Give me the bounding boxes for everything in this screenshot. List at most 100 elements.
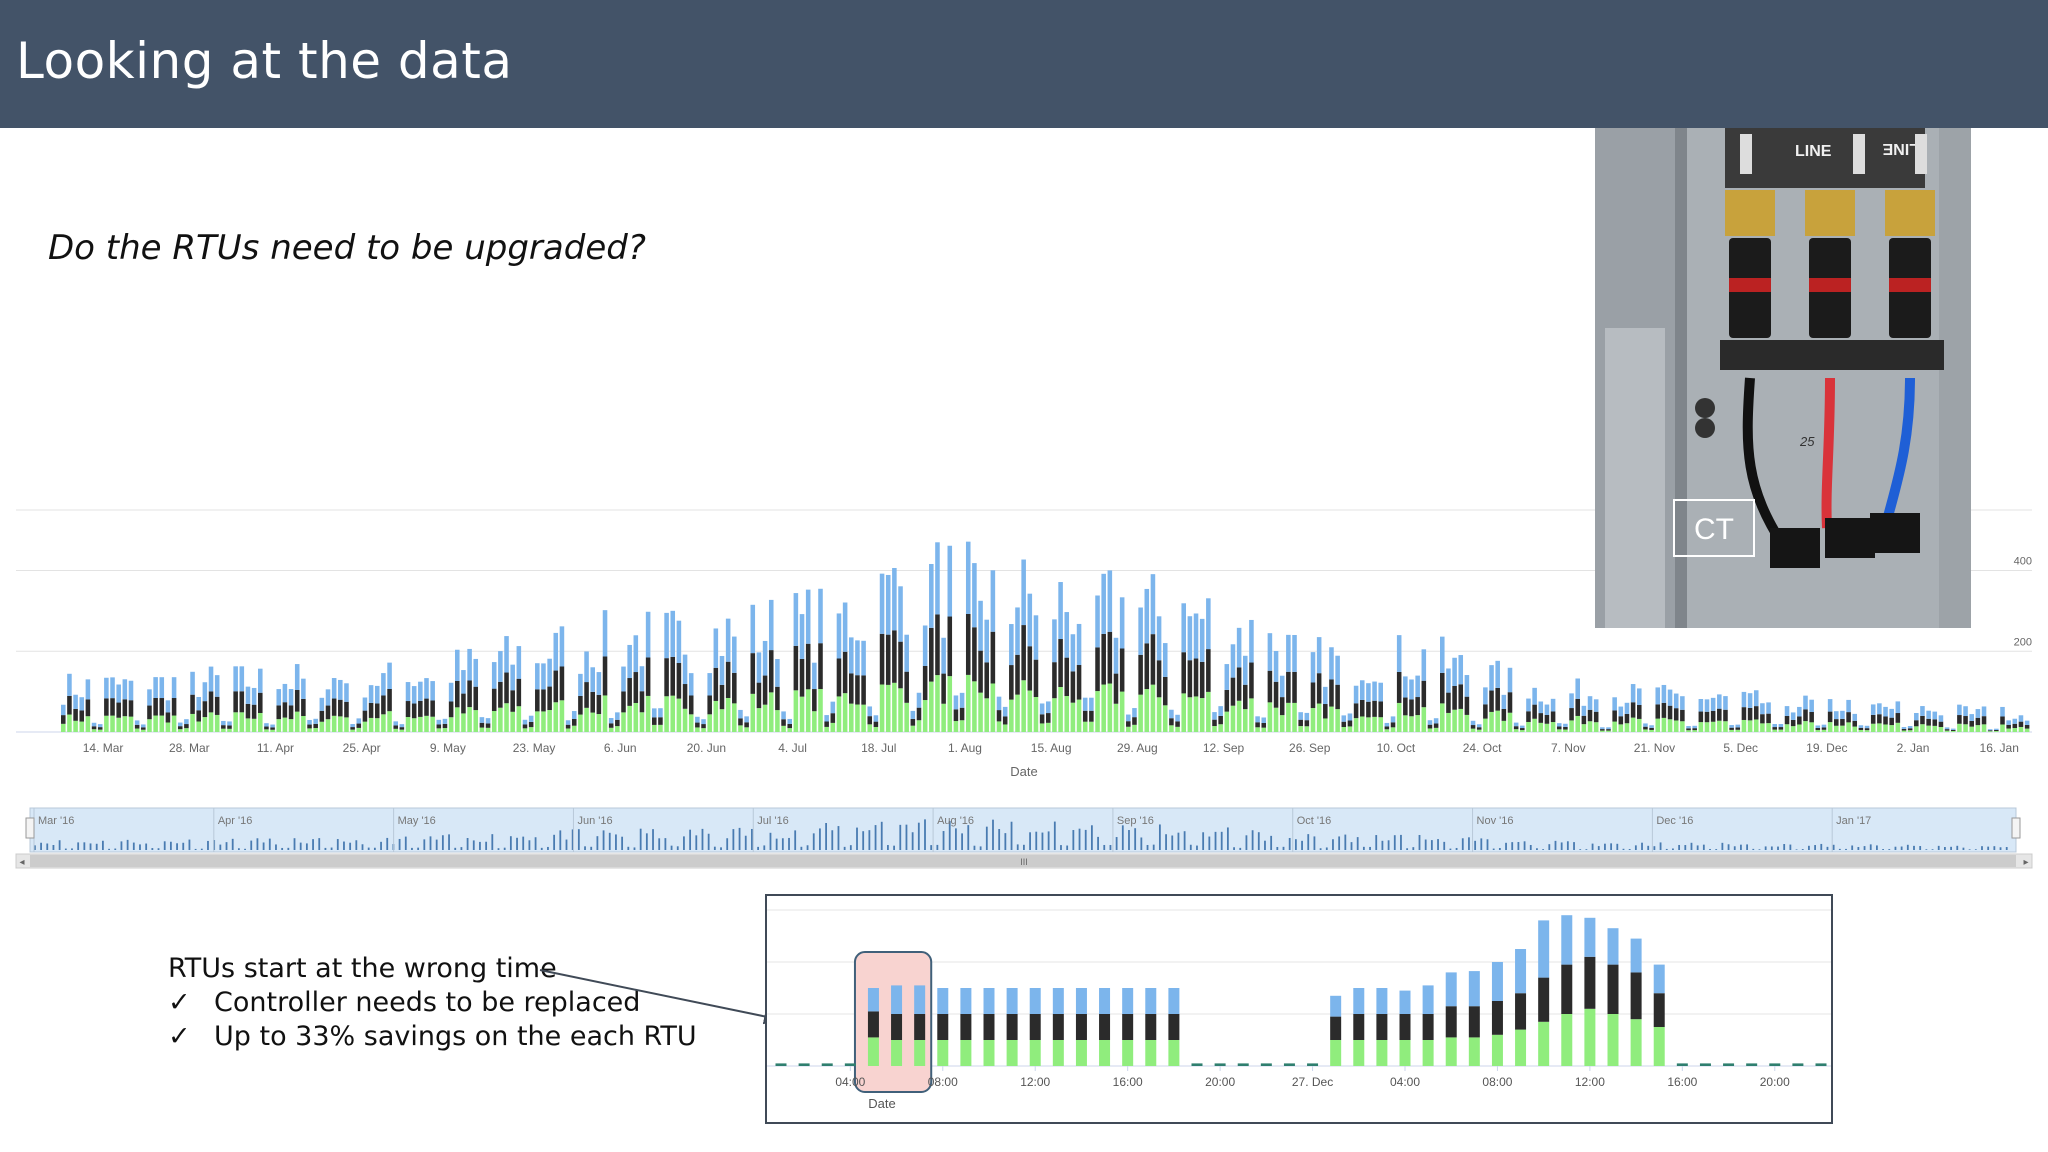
daily-bar xyxy=(1987,729,1993,732)
daily-bar xyxy=(1206,598,1211,732)
daily-bar xyxy=(1747,693,1753,732)
bar-segment-top xyxy=(1298,712,1303,720)
navigator-bar xyxy=(1109,845,1112,850)
bar-segment-top xyxy=(2018,715,2024,722)
navigator-bar xyxy=(1406,848,1409,850)
bar-segment-mid xyxy=(1618,716,1624,725)
bar-segment-base xyxy=(1797,724,1802,732)
bar-segment-top xyxy=(1803,695,1808,710)
bar-segment-mid xyxy=(110,698,115,716)
bar-segment-top xyxy=(1692,725,1697,729)
bar-segment-mid xyxy=(1224,689,1230,712)
bar-segment-mid xyxy=(879,633,885,685)
bar-segment-base xyxy=(1440,703,1445,732)
scrollbar-grip[interactable]: III xyxy=(1020,857,1028,867)
bar-segment-top xyxy=(1039,703,1045,715)
scroll-left-arrow[interactable]: ◂ xyxy=(19,857,24,868)
bar-segment-top xyxy=(1372,681,1377,701)
bar-segment-base xyxy=(787,728,792,732)
bar-segment-top xyxy=(1766,702,1771,714)
bar-segment-top xyxy=(1877,703,1882,715)
bar-segment-top xyxy=(1376,988,1388,1014)
bar-segment-base xyxy=(1575,715,1580,732)
bar-segment-base xyxy=(670,695,676,732)
bar-segment-top xyxy=(1661,684,1667,703)
bar-segment-base xyxy=(1741,719,1747,732)
navigator-bar xyxy=(1251,830,1254,850)
daily-bar xyxy=(1994,728,1999,732)
rtu-panel-photo: LINE LINE 25 CT xyxy=(1595,128,1971,628)
idle-bar xyxy=(1307,1063,1319,1066)
bar-segment-top xyxy=(1840,710,1845,719)
bar-segment-base xyxy=(2018,726,2024,732)
bar-segment-top xyxy=(258,668,263,693)
bar-segment-base xyxy=(1556,729,1562,732)
bar-segment-top xyxy=(1095,595,1100,648)
bar-segment-top xyxy=(602,610,608,657)
bar-segment-base xyxy=(1544,723,1550,732)
bar-segment-base xyxy=(1827,722,1833,732)
bar-segment-mid xyxy=(504,672,509,704)
bar-segment-top xyxy=(1741,691,1747,708)
bar-segment-base xyxy=(750,693,756,732)
bar-segment-base xyxy=(1169,725,1174,732)
bar-segment-top xyxy=(190,671,195,695)
daily-bar xyxy=(781,711,786,732)
daily-bar xyxy=(608,717,614,732)
bar-segment-top xyxy=(1624,702,1630,714)
bar-segment-mid xyxy=(1409,699,1414,717)
daily-bar xyxy=(1963,706,1968,732)
bar-segment-base xyxy=(1907,730,1913,732)
bar-segment-top xyxy=(1556,723,1562,727)
bar-segment-top xyxy=(338,679,343,700)
daily-bar xyxy=(1095,595,1100,732)
navigator-bar xyxy=(1220,831,1223,850)
bar-segment-base xyxy=(313,728,318,732)
navigator-bar xyxy=(312,839,314,850)
slide-title: Looking at the data xyxy=(16,32,513,90)
bar-segment-base xyxy=(141,729,146,732)
navigator-bar xyxy=(781,838,784,850)
bar-segment-mid xyxy=(898,641,903,689)
bar-segment-mid xyxy=(424,698,429,716)
navigator-bar xyxy=(689,829,692,850)
bar-segment-mid xyxy=(442,723,448,729)
navigator-handle-right[interactable] xyxy=(2011,817,2021,839)
navigator-handle-left[interactable] xyxy=(25,817,35,839)
bar-segment-mid xyxy=(1347,720,1353,727)
bar-segment-top xyxy=(547,658,552,687)
bar-segment-base xyxy=(1520,730,1525,732)
navigator-bar xyxy=(1332,839,1334,850)
daily-bar xyxy=(1778,724,1784,732)
daily-bar xyxy=(719,655,725,732)
navigator-bar xyxy=(305,843,308,850)
bar-segment-base xyxy=(276,719,282,732)
bar-segment-base xyxy=(1144,689,1150,732)
bar-segment-mid xyxy=(1920,715,1925,725)
navigator-bar xyxy=(831,830,834,850)
navigator-bar xyxy=(435,839,438,850)
bar-segment-base xyxy=(1175,726,1180,732)
daily-bar xyxy=(338,679,343,732)
bar-segment-base xyxy=(473,710,479,732)
scroll-right-arrow[interactable]: ▸ xyxy=(2023,857,2028,868)
navigator-scrollbar-thumb[interactable] xyxy=(30,855,2016,867)
daily-bar xyxy=(1907,726,1913,732)
bar-segment-top xyxy=(1076,623,1082,666)
bar-segment-top xyxy=(522,719,528,725)
daily-bar xyxy=(270,724,275,732)
bar-segment-base xyxy=(362,721,368,732)
navigator-bar xyxy=(1529,844,1532,850)
range-navigator[interactable]: Mar '16 Apr '16 May '16 Jun '16 Jul '16 Aug '… xyxy=(0,802,2048,872)
bar-segment-base xyxy=(1335,709,1340,732)
idle-bar xyxy=(1699,1063,1711,1066)
bar-segment-mid xyxy=(608,723,614,728)
daily-bar xyxy=(1784,706,1790,732)
navigator-bar xyxy=(169,841,172,850)
bar-segment-base xyxy=(1156,697,1162,732)
navigator-bar xyxy=(1146,844,1149,850)
bar-segment-mid xyxy=(184,724,189,729)
x-tick-label: 04:00 xyxy=(1390,1075,1420,1089)
daily-bar xyxy=(128,680,134,732)
bar-segment-base xyxy=(1790,726,1796,732)
